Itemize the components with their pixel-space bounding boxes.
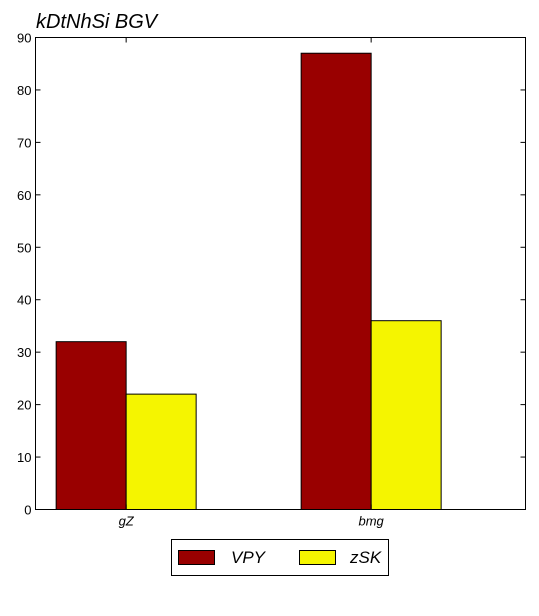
y-tick-label: 80 — [17, 83, 31, 98]
bar-zsk-bmg — [370, 320, 442, 511]
y-tick-label: 70 — [17, 135, 31, 150]
plot-area: 0 10 20 30 40 50 60 70 80 90 gZ bmg — [17, 31, 526, 529]
legend-swatch-zsk — [299, 550, 336, 565]
y-tick-label: 30 — [17, 345, 31, 360]
y-tick-label: 60 — [17, 188, 31, 203]
legend-label-zsk: zSK — [349, 548, 382, 567]
bar-vpy-gz — [55, 341, 127, 510]
bar-zsk-gz — [125, 393, 197, 510]
legend-swatch-vpy — [178, 550, 215, 565]
x-tick-label: bmg — [359, 514, 385, 529]
y-tick-label: 90 — [17, 31, 31, 46]
y-tick-label: 50 — [17, 240, 31, 255]
y-tick-label: 0 — [24, 503, 31, 518]
y-tick-label: 10 — [17, 450, 31, 465]
y-tick-label: 40 — [17, 293, 31, 308]
legend: VPY zSK — [171, 539, 389, 576]
legend-label-vpy: VPY — [231, 548, 267, 567]
chart-title: kDtNhSi BGV — [36, 11, 159, 33]
y-tick-label: 20 — [17, 398, 31, 413]
x-tick-label: gZ — [119, 514, 135, 529]
plot-frame — [35, 37, 526, 510]
bar-vpy-bmg — [300, 52, 372, 510]
